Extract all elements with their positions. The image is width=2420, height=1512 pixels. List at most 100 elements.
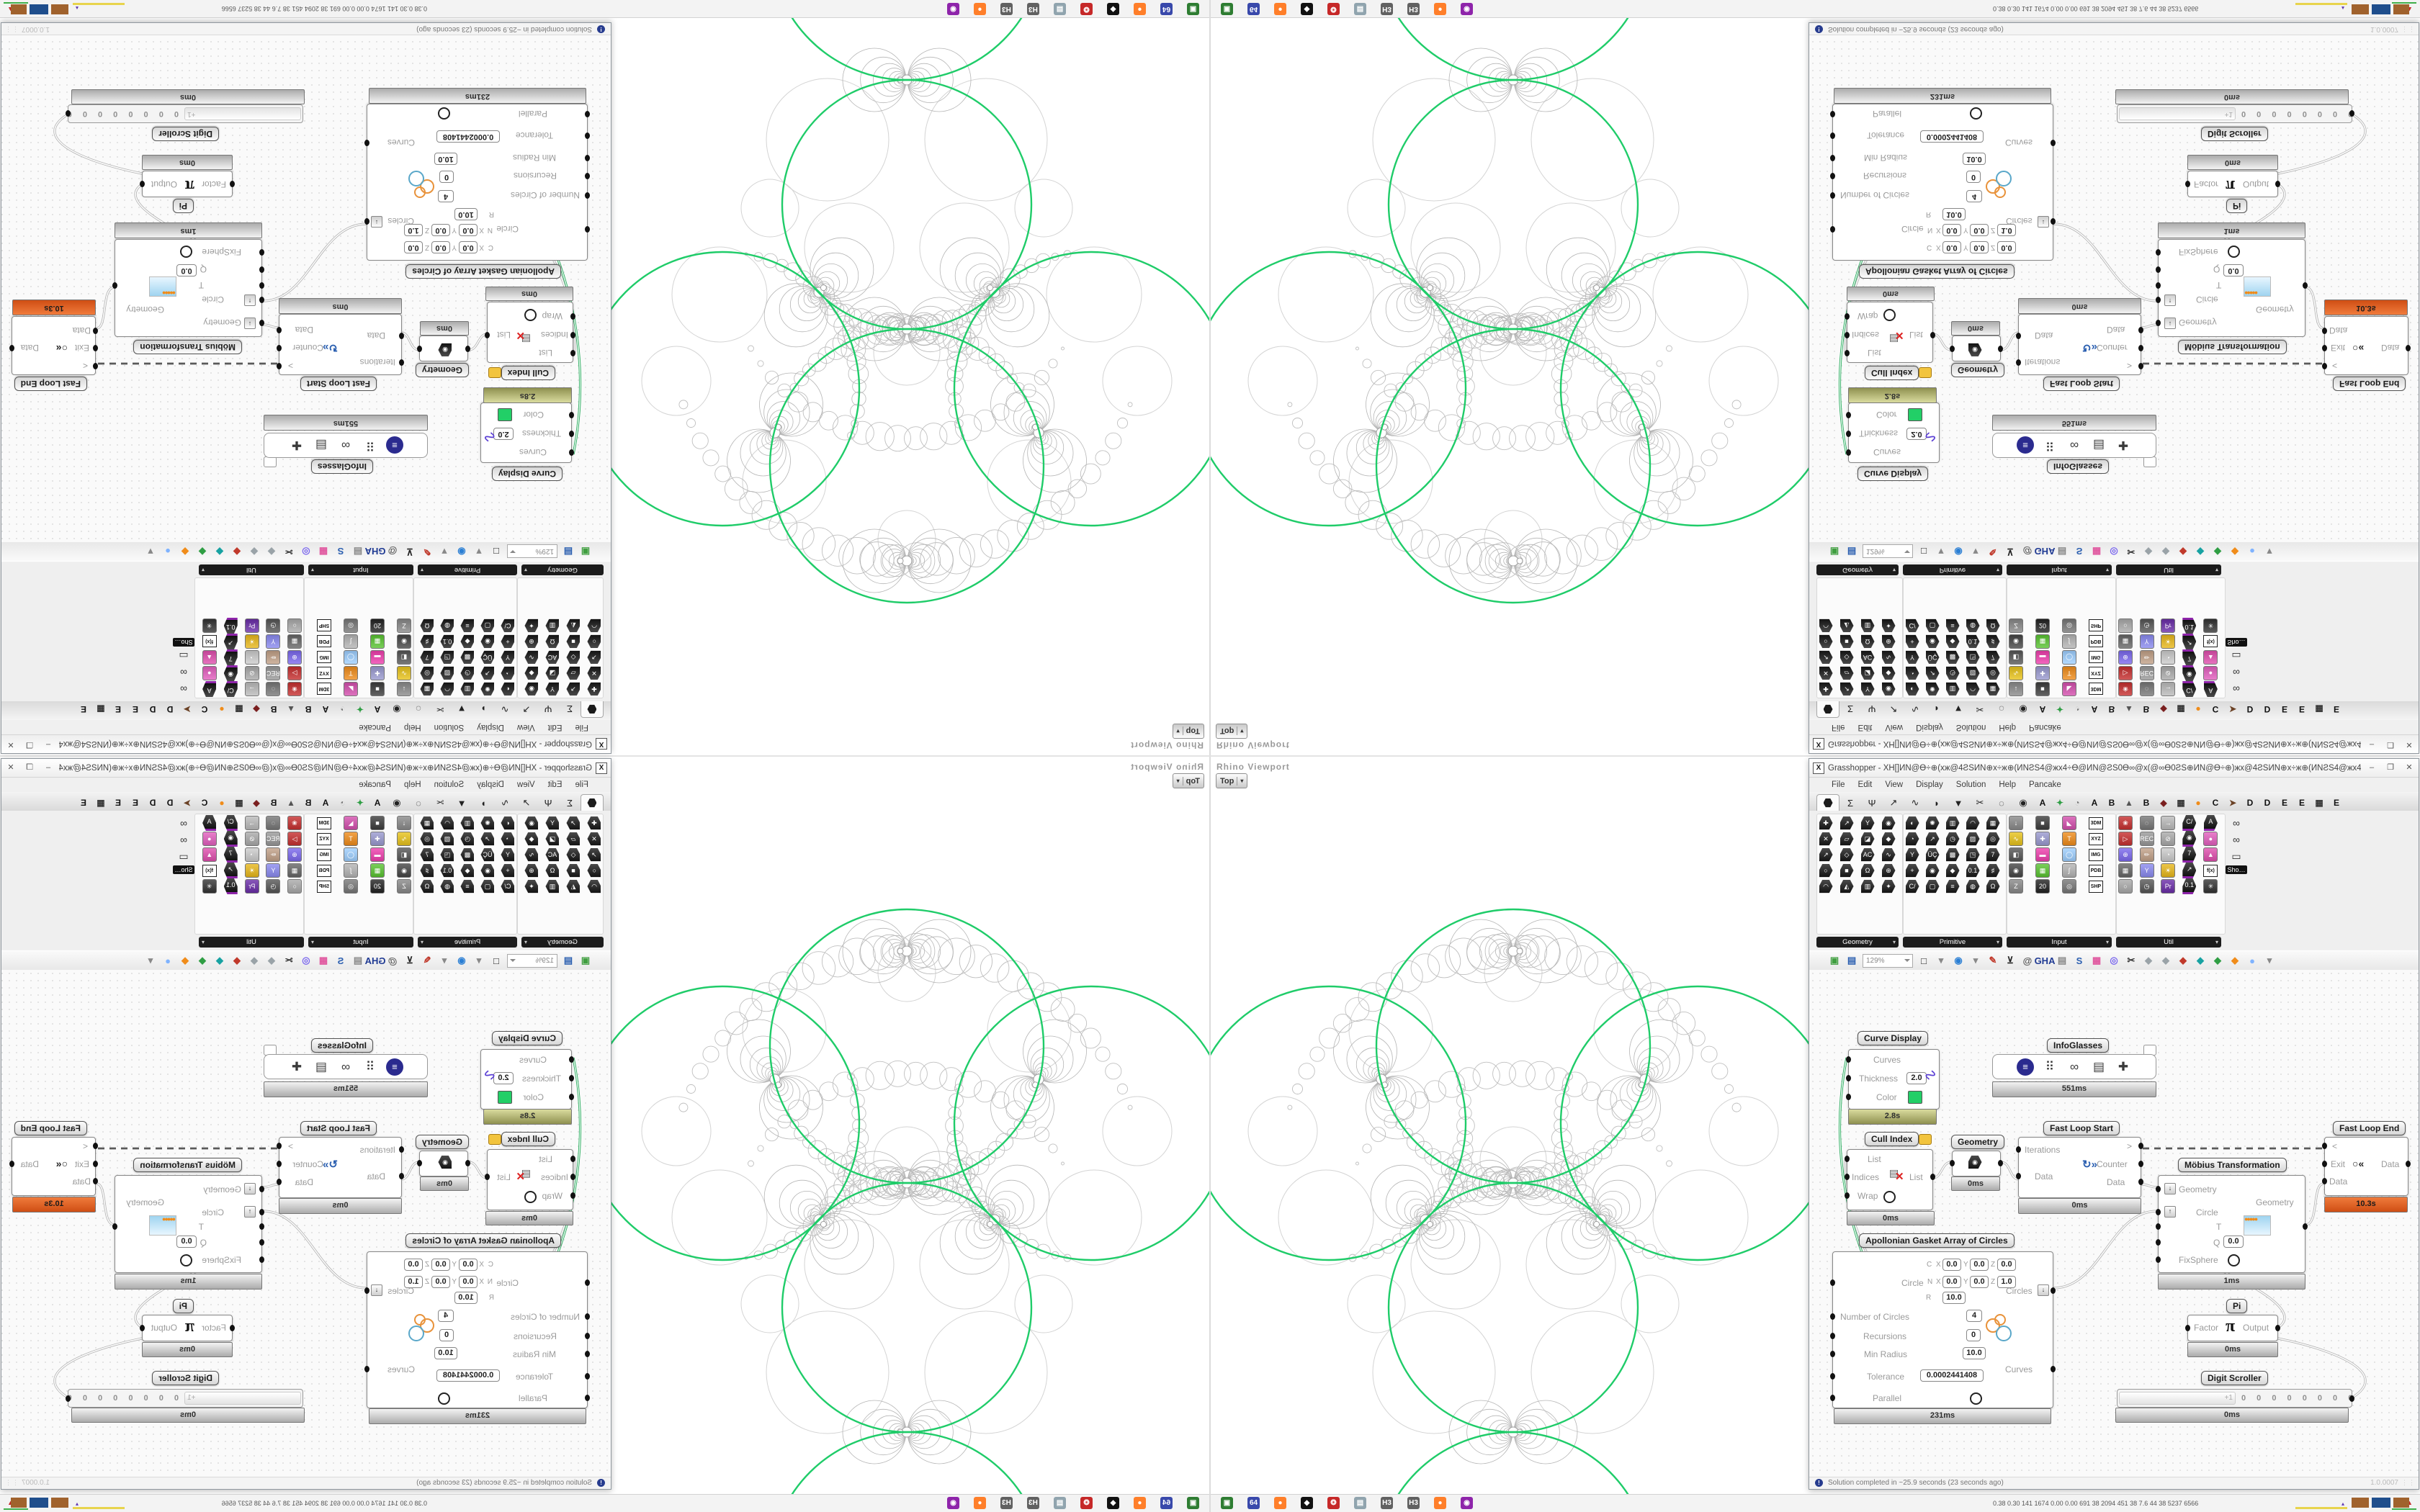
goggles-icon[interactable]: ∞ <box>341 438 351 453</box>
port-indices[interactable]: Indices <box>540 1172 568 1182</box>
component-icon-geometry-7[interactable]: ◆ <box>1881 666 1896 680</box>
node-label-cull-index[interactable]: Cull Index <box>1865 1132 1919 1146</box>
port-loop-out[interactable]: > <box>287 1141 293 1151</box>
component-icon-util-14[interactable]: ▲ <box>202 650 217 665</box>
port-data-in[interactable]: Data <box>2329 1176 2348 1187</box>
component-icon-util-12[interactable]: ◔ <box>244 650 259 665</box>
tab-plugin-14[interactable]: E <box>2281 798 2287 808</box>
component-icon-geometry-12[interactable]: ○ <box>1819 863 1833 878</box>
tab-category-8[interactable]: ◌ <box>416 797 421 809</box>
component-icon-primitive-10[interactable]: Y <box>1905 847 1919 862</box>
taskbar-app-icon-4[interactable]: ❂ <box>1327 3 1340 15</box>
component-icon-primitive-19[interactable]: ♯ <box>1986 634 2000 649</box>
toolbar-icon-10[interactable]: GHA <box>2034 955 2056 966</box>
component-icon-input-10[interactable]: ◯ <box>2062 650 2076 665</box>
component-icon-input-10[interactable]: ◯ <box>2062 847 2076 862</box>
tab-plugin-9[interactable]: ● <box>2195 704 2201 714</box>
port-data-out[interactable]: Data <box>20 343 39 353</box>
node-label-pi[interactable]: Pi <box>2226 199 2248 213</box>
taskbar-app-icon-3[interactable]: ◆ <box>1301 3 1313 15</box>
port-data-out[interactable]: Data <box>2107 325 2125 335</box>
component-icon-input-12[interactable]: ◉ <box>397 863 411 878</box>
component-icon-geometry-3[interactable]: ◉ <box>1881 682 1896 696</box>
tab-plugin-7[interactable]: ◆ <box>253 798 260 808</box>
tab-category-2[interactable]: Ψ <box>1868 703 1876 715</box>
component-icon-util-0[interactable]: ❀ <box>287 816 302 830</box>
toolbar-icon-5[interactable]: ◉ <box>1954 546 1963 557</box>
taskbar-app-icon-5[interactable]: ▤ <box>1054 3 1066 15</box>
tab-category-9[interactable]: ◉ <box>2019 704 2027 715</box>
port-color[interactable]: Color <box>523 410 544 420</box>
component-icon-geometry-18[interactable]: ▥ <box>1860 879 1875 894</box>
component-icon-geometry-14[interactable]: Ω <box>545 863 560 878</box>
internalise-up-button[interactable]: ↑ <box>2164 1206 2176 1218</box>
menu-solution[interactable]: Solution <box>1955 780 1986 789</box>
toolbar-icon-6[interactable]: ▾ <box>1973 546 1978 557</box>
resize-grip[interactable]: ⋮⋮ <box>2401 1479 2416 1486</box>
node-pi[interactable]: Factor π Output <box>140 171 235 197</box>
scroller-slide[interactable]: +1 <box>2119 107 2236 120</box>
toolbar-icon-16[interactable]: ◆ <box>2145 955 2152 966</box>
tab-plugin-2[interactable]: ◔ <box>2074 704 2080 714</box>
port-data-in[interactable]: Data <box>72 1176 91 1187</box>
toolbar-icon-14[interactable]: ◎ <box>302 546 310 557</box>
tab-plugin-9[interactable]: ● <box>219 704 225 714</box>
component-icon-primitive-5[interactable]: ◔ <box>1905 832 1919 846</box>
component-icon-geometry-18[interactable]: ▥ <box>545 879 560 894</box>
component-icon-primitive-4[interactable]: ▦ <box>420 682 434 696</box>
component-icon-util-16[interactable]: Y <box>266 634 281 649</box>
min-radius-value[interactable]: 10.0 <box>434 153 457 165</box>
component-icon-util-21[interactable]: ◷ <box>2139 618 2154 633</box>
component-icon-util-6[interactable]: REC <box>266 832 281 846</box>
component-icon-primitive-2[interactable]: ▥ <box>460 816 475 830</box>
component-icon-primitive-19[interactable]: ♯ <box>1986 863 2000 878</box>
fixsphere-toggle[interactable] <box>2228 1254 2240 1266</box>
tolerance-value[interactable]: 0.0002441408 <box>1920 130 1984 143</box>
component-icon-primitive-12[interactable]: ▩ <box>460 847 475 862</box>
tab-plugin-4[interactable]: B <box>2108 798 2115 808</box>
node-mobius[interactable]: ↓ Geometry ↑ Circle T Q 0.0 FixSphere ●●… <box>2156 239 2308 337</box>
port-data-in[interactable]: Data <box>2035 1171 2053 1182</box>
circle-nx[interactable]: 0.0 <box>1942 224 1961 236</box>
component-icon-geometry-1[interactable]: ↗ <box>566 682 581 696</box>
component-icon-primitive-2[interactable]: ▥ <box>1945 682 1960 696</box>
node-digit-scroller[interactable]: +1 0 0 0 0 0 0 0 0 0 0 0 0 <box>66 104 303 123</box>
tab-plugin-13[interactable]: D <box>149 704 156 714</box>
component-icon-primitive-24[interactable]: Ω <box>1986 618 2000 633</box>
component-icon-util-17[interactable]: ☀ <box>2161 634 2176 649</box>
menu-view[interactable]: View <box>516 780 535 789</box>
port-iterations[interactable]: Iterations <box>359 1145 395 1155</box>
tab-plugin-10[interactable]: C <box>2212 704 2219 714</box>
component-icon-input-9[interactable]: ▬ <box>2035 847 2050 862</box>
component-icon-input-9[interactable]: ▬ <box>370 650 385 665</box>
toolbar-icon-12[interactable]: S <box>2076 955 2083 966</box>
node-label-fast-loop-end[interactable]: Fast Loop End <box>14 1121 87 1135</box>
component-icon-primitive-3[interactable]: ◠ <box>440 682 454 696</box>
component-icon-util-0[interactable]: ❀ <box>2118 816 2133 830</box>
component-icon-geometry-2[interactable]: Y <box>545 816 560 830</box>
port-geometry-in[interactable]: Geometry <box>2179 1184 2217 1194</box>
port-loop-in[interactable]: < <box>2332 361 2338 371</box>
palette-label-util[interactable]: Util ▾ <box>199 564 304 575</box>
port-tolerance[interactable]: Tolerance <box>1867 130 1905 140</box>
tab-category-3[interactable]: ↗ <box>1889 797 1898 808</box>
component-icon-geometry-10[interactable]: AC <box>545 847 560 862</box>
toolbar-icon-0[interactable]: ▣ <box>581 955 591 966</box>
component-icon-input-19[interactable]: SHP <box>317 618 331 633</box>
number-value[interactable]: 4 <box>1966 1310 1982 1322</box>
component-icon-util-15[interactable]: ▦ <box>287 863 302 878</box>
component-icon-primitive-3[interactable]: ◠ <box>440 816 454 830</box>
menu-edit[interactable]: Edit <box>1857 780 1873 789</box>
port-data-out[interactable]: Data <box>295 1177 313 1187</box>
component-icon-util-6[interactable]: REC <box>266 666 281 680</box>
port-iterations[interactable]: Iterations <box>2025 357 2061 367</box>
port-loop-out[interactable]: > <box>2127 1141 2133 1151</box>
component-icon-primitive-2[interactable]: ▥ <box>460 682 475 696</box>
component-icon-input-2[interactable]: ◣ <box>2062 816 2076 830</box>
parallel-toggle[interactable] <box>438 107 450 120</box>
component-icon-geometry-4[interactable]: ✕ <box>587 666 601 680</box>
archive-icon[interactable]: ▤ <box>315 1059 328 1074</box>
component-icon-util-3[interactable]: C/ <box>223 816 238 830</box>
component-icon-input-14[interactable]: ∫ <box>344 863 358 878</box>
chevron-down-icon[interactable]: ▾ <box>1176 728 1180 734</box>
